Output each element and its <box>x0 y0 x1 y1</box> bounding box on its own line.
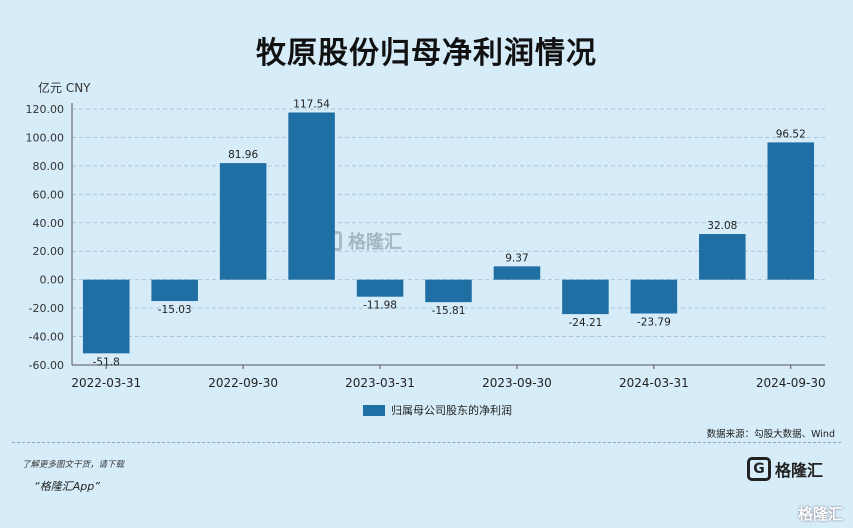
y-tick-label: 20.00 <box>33 245 65 258</box>
bar-value-label: -23.79 <box>637 317 671 329</box>
bar-chart: -60.00 -40.00 -20.00 0.00 20.00 40.00 60.00 80.… <box>26 98 826 390</box>
bar-value-label: 81.96 <box>228 149 258 161</box>
bar-value-label: 96.52 <box>776 128 806 140</box>
bar <box>425 279 472 303</box>
x-tick-label: 2022-09-30 <box>208 376 278 390</box>
bar <box>288 112 335 280</box>
x-tick-label: 2022-03-31 <box>71 376 141 390</box>
y-axis-unit-label: 亿元 CNY <box>38 81 91 95</box>
bar-value-label: 9.37 <box>505 252 528 264</box>
bar <box>82 279 130 354</box>
bar-value-label: -15.03 <box>158 304 192 316</box>
y-tick-label: 100.00 <box>26 131 65 144</box>
brand-logo: G 格隆汇 <box>746 457 823 481</box>
y-tick-label: -40.00 <box>29 331 64 344</box>
corner-watermark: 格隆汇 <box>797 505 843 523</box>
chart-legend: 归属母公司股东的净利润 <box>363 402 512 418</box>
center-watermark-text: 格隆汇 <box>348 232 402 253</box>
bar-value-label: -24.21 <box>568 317 602 329</box>
logo-text: 格隆汇 <box>774 461 823 480</box>
footer-app-name: “格隆汇App” <box>34 480 100 493</box>
bar-value-label: -51.8 <box>93 356 120 368</box>
bar-value-label: 32.08 <box>707 220 737 232</box>
y-tick-label: 40.00 <box>33 217 65 230</box>
bar <box>767 142 815 280</box>
legend-label: 归属母公司股东的净利润 <box>391 404 512 417</box>
y-tick-label: 0.00 <box>40 274 65 287</box>
footer-note: 了解更多图文干货，请下载 <box>22 460 125 470</box>
x-tick-label: 2024-09-30 <box>756 376 826 390</box>
bar <box>699 234 746 280</box>
bar <box>562 279 609 315</box>
y-tick-label: 80.00 <box>33 160 65 173</box>
x-tick-label: 2023-03-31 <box>345 376 415 390</box>
bar <box>356 279 404 297</box>
y-tick-label: -60.00 <box>29 359 64 372</box>
page-title: 牧原股份归母净利润情况 <box>256 36 597 71</box>
y-tick-label: 120.00 <box>26 103 65 116</box>
x-tick-label: 2023-09-30 <box>482 376 552 390</box>
gelonghui-logo-icon: G <box>746 457 771 481</box>
data-source-note: 数据来源：勾股大数据、Wind <box>706 429 835 440</box>
y-tick-label: 60.00 <box>33 188 65 201</box>
legend-swatch <box>363 404 385 416</box>
x-tick-label: 2024-03-31 <box>619 376 689 390</box>
bar <box>630 279 678 314</box>
y-tick-label: -20.00 <box>29 302 64 315</box>
footer-divider <box>12 442 841 443</box>
bar <box>151 279 198 302</box>
bar-value-label: -15.81 <box>432 305 466 317</box>
bar <box>493 266 541 280</box>
bar-value-label: 117.54 <box>293 98 330 110</box>
bar-value-label: -11.98 <box>363 300 397 312</box>
bar <box>219 163 267 280</box>
